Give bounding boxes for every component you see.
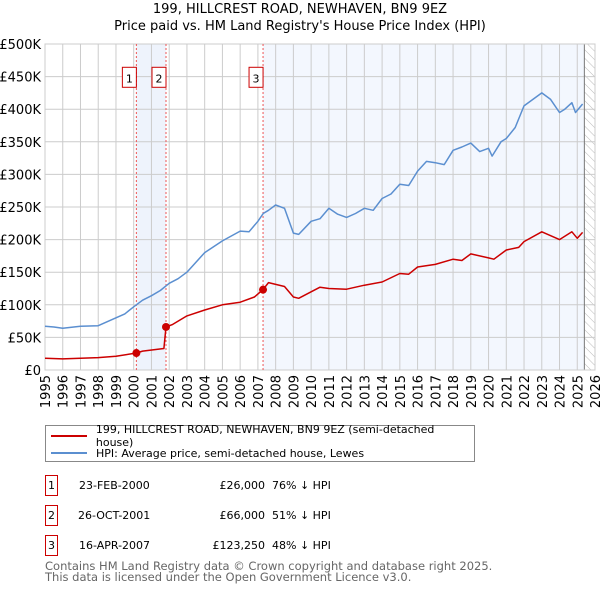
legend-label: HPI: Average price, semi-detached house,… (96, 446, 365, 460)
sale-point (162, 322, 170, 331)
legend-swatch-blue (51, 452, 87, 454)
legend-item-hpi: HPI: Average price, semi-detached house,… (51, 446, 364, 460)
footer: Contains HM Land Registry data © Crown c… (45, 559, 493, 584)
y-tick-label: £350K (0, 136, 41, 151)
property-price-line (44, 231, 584, 360)
hpi-line (44, 92, 584, 330)
sale-row: 1 23-FEB-2000 £26,000 76% ↓ HPI (45, 475, 445, 496)
legend: 199, HILLCREST ROAD, NEWHAVEN, BN9 9EZ (… (45, 423, 475, 462)
x-tick-label: 2017 (429, 375, 444, 408)
plot-border (44, 43, 596, 371)
x-tick-label: 2025 (571, 375, 586, 408)
y-tick-label: £0 (24, 364, 41, 379)
y-tick-label: £50K (8, 331, 42, 346)
sale-price: £123,250 (212, 539, 266, 552)
x-tick-label: 2023 (536, 375, 551, 408)
y-tick-label: £450K (0, 71, 41, 86)
x-tick-label: 2007 (252, 375, 267, 408)
y-tick-label: £300K (0, 168, 41, 183)
sale-label-box (151, 66, 167, 88)
sale-hpi-diff: 76% ↓ HPI (272, 479, 331, 492)
legend-swatch-red (51, 435, 87, 437)
sale-price: £66,000 (219, 509, 266, 522)
y-tick-label: £250K (0, 201, 41, 216)
x-tick-label: 2013 (358, 375, 373, 408)
x-tick-label: 1996 (57, 375, 72, 408)
x-tick-label: 2002 (163, 375, 178, 408)
x-tick-label: 2006 (234, 375, 249, 408)
x-tick-label: 1995 (39, 375, 54, 408)
x-tick-label: 2026 (589, 375, 600, 408)
sale-date: 16-APR-2007 (79, 539, 151, 552)
sale-row: 3 16-APR-2007 £123,250 48% ↓ HPI (45, 535, 445, 556)
x-tick-label: 1997 (74, 375, 89, 408)
x-tick-label: 2012 (341, 375, 356, 408)
x-tick-label: 2016 (412, 375, 427, 408)
sale-point (132, 349, 141, 358)
legend-item-property: 199, HILLCREST ROAD, NEWHAVEN, BN9 9EZ (… (51, 423, 474, 449)
sale-row: 2 26-OCT-2001 £66,000 51% ↓ HPI (45, 505, 445, 526)
sale-date: 23-FEB-2000 (79, 479, 150, 492)
sale-marker-label: 1 (45, 475, 58, 496)
x-tick-label: 2024 (554, 375, 569, 408)
x-tick-label: 2011 (323, 375, 338, 408)
footer-line: Contains HM Land Registry data © Crown c… (45, 559, 493, 573)
x-tick-label: 2021 (500, 375, 515, 408)
x-tick-label: 2018 (447, 375, 462, 408)
x-tick-label: 2005 (216, 375, 231, 408)
sale-hpi-diff: 51% ↓ HPI (272, 509, 331, 522)
sale-label: 3 (253, 72, 260, 85)
y-tick-label: £150K (0, 266, 41, 281)
x-tick-label: 1998 (92, 375, 107, 408)
x-tick-label: 2020 (483, 375, 498, 408)
x-tick-label: 2014 (376, 375, 391, 408)
sale-price: £26,000 (219, 479, 266, 492)
x-tick-label: 2015 (394, 375, 409, 408)
x-tick-label: 2001 (145, 375, 160, 408)
x-tick-label: 1999 (110, 375, 125, 408)
sale-hpi-diff: 48% ↓ HPI (272, 539, 331, 552)
sale-label: 2 (156, 72, 163, 85)
x-tick-label: 2019 (465, 375, 480, 408)
x-tick-label: 2009 (287, 375, 302, 408)
sale-marker-label: 2 (45, 505, 58, 526)
y-tick-label: £100K (0, 299, 41, 314)
legend-label: 199, HILLCREST ROAD, NEWHAVEN, BN9 9EZ (… (95, 423, 435, 449)
sale-label-box (121, 66, 137, 88)
sale-marker-label: 3 (45, 535, 58, 556)
chart-title: 199, HILLCREST ROAD, NEWHAVEN, BN9 9EZ (152, 2, 448, 17)
x-tick-label: 2000 (128, 375, 143, 408)
x-tick-label: 2008 (270, 375, 285, 408)
y-tick-label: £500K (0, 38, 41, 53)
chart-subtitle: Price paid vs. HM Land Registry's House … (114, 19, 486, 34)
footer-line: This data is licensed under the Open Gov… (45, 570, 412, 584)
sale-label: 1 (126, 72, 133, 85)
sale-point (259, 285, 268, 294)
x-tick-label: 2022 (518, 375, 533, 408)
x-tick-label: 2010 (305, 375, 320, 408)
x-tick-label: 2003 (181, 375, 196, 408)
plot-area: £0 £50K £100K £150K £200K £250K £300K £350K £400… (0, 38, 600, 408)
sale-date: 26-OCT-2001 (78, 509, 151, 522)
sale-label-box (248, 66, 264, 88)
y-tick-label: £200K (0, 234, 41, 249)
y-tick-label: £400K (0, 103, 41, 118)
x-tick-label: 2004 (199, 375, 214, 408)
